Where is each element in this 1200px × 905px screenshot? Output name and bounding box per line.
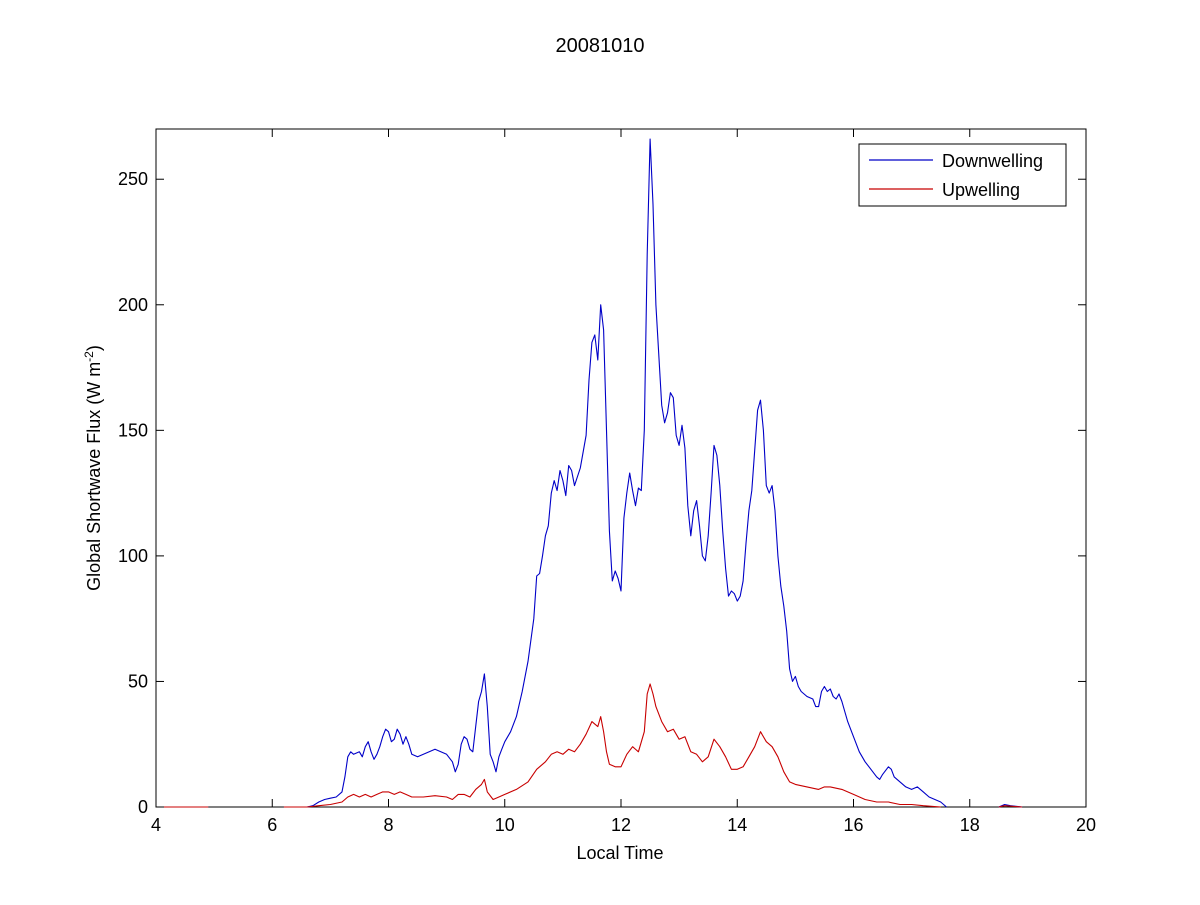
y-tick-label: 0 [138,797,148,817]
plot-area [155,128,1087,808]
y-tick-label: 200 [118,295,148,315]
x-tick-label: 8 [383,815,393,835]
y-tick-label: 100 [118,546,148,566]
y-axis-label-superscript: -2 [82,351,96,362]
y-tick-label: 150 [118,420,148,440]
y-tick-label: 250 [118,169,148,189]
x-tick-label: 6 [267,815,277,835]
y-tick-label: 50 [128,671,148,691]
y-axis-label-tail: ) [84,345,104,351]
series-line-upwelling-segment-2 [998,805,1023,808]
legend-box [858,143,1067,207]
series-line-downwelling-segment-1 [283,138,947,808]
x-axis-label: Local Time [576,843,663,863]
series-layer [156,138,1023,808]
x-tick-label: 14 [727,815,747,835]
x-tick-label: 20 [1076,815,1096,835]
x-tick-label: 4 [151,815,161,835]
chart-title: 20081010 [556,35,645,57]
y-axis-label-main: Global Shortwave Flux (W m [84,362,104,591]
x-tick-label: 16 [843,815,863,835]
legend-label-upwelling: Upwelling [942,180,1020,200]
y-axis-label: Global Shortwave Flux (W m-2) [82,345,104,591]
x-tick-label: 10 [495,815,515,835]
x-tick-label: 18 [960,815,980,835]
series-line-upwelling-segment-1 [283,683,941,808]
legend-label-downwelling: Downwelling [942,151,1043,171]
x-tick-label: 12 [611,815,631,835]
legend: Downwelling Upwelling [858,143,1067,207]
